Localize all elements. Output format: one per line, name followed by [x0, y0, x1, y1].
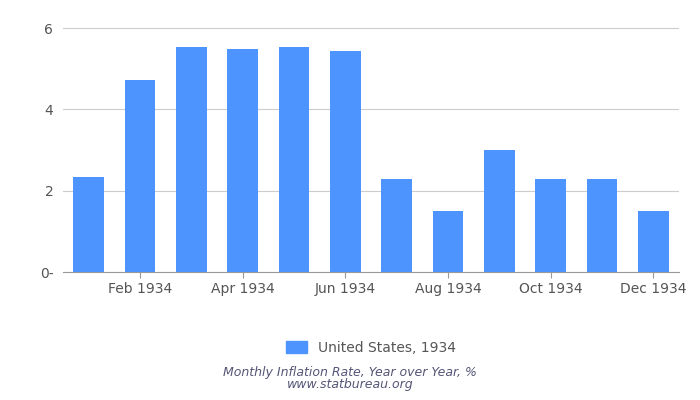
Bar	[433, 212, 463, 272]
Bar	[638, 212, 668, 272]
Bar	[587, 179, 617, 272]
Bar	[382, 179, 412, 272]
Bar	[279, 47, 309, 272]
Bar	[484, 150, 514, 272]
Bar	[536, 179, 566, 272]
Bar	[125, 80, 155, 272]
Legend: United States, 1934: United States, 1934	[281, 335, 461, 360]
Text: www.statbureau.org: www.statbureau.org	[287, 378, 413, 391]
Bar	[176, 47, 206, 272]
Bar	[330, 50, 360, 272]
Text: Monthly Inflation Rate, Year over Year, %: Monthly Inflation Rate, Year over Year, …	[223, 366, 477, 379]
Bar	[228, 48, 258, 272]
Bar	[74, 177, 104, 272]
